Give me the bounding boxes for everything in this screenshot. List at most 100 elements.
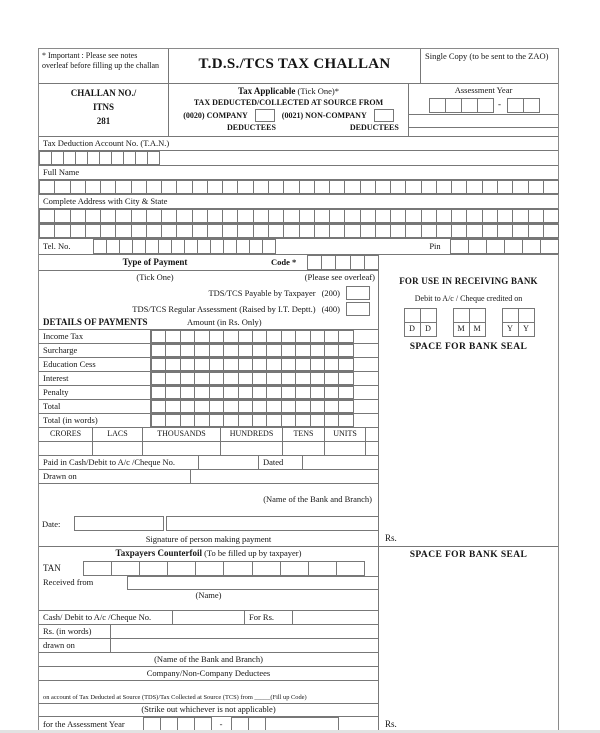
dated-input-cell[interactable] <box>303 456 378 469</box>
input-box[interactable] <box>252 224 269 238</box>
input-box[interactable] <box>206 209 224 223</box>
input-box[interactable] <box>280 386 297 399</box>
input-box[interactable] <box>349 255 365 270</box>
input-box[interactable] <box>329 180 346 194</box>
input-box[interactable] <box>252 180 269 194</box>
input-box[interactable] <box>39 224 56 238</box>
input-box[interactable] <box>208 400 225 413</box>
input-box[interactable] <box>280 400 297 413</box>
input-box[interactable] <box>324 386 340 399</box>
input-box[interactable] <box>69 209 86 223</box>
input-box[interactable] <box>280 372 297 385</box>
input-box[interactable] <box>179 358 196 371</box>
input-box[interactable] <box>496 209 514 223</box>
input-box[interactable] <box>283 180 300 194</box>
input-box[interactable] <box>374 180 392 194</box>
input-box[interactable] <box>249 239 263 254</box>
input-box[interactable] <box>194 386 210 399</box>
input-box[interactable] <box>435 224 453 238</box>
non-company-tick-box[interactable] <box>373 108 394 122</box>
input-box[interactable] <box>451 224 468 238</box>
input-box[interactable] <box>151 400 167 413</box>
for-rs-input-cell[interactable] <box>293 611 378 624</box>
input-box[interactable] <box>100 224 117 238</box>
input-box[interactable] <box>466 224 483 238</box>
input-box[interactable] <box>251 400 268 413</box>
input-box[interactable] <box>84 209 102 223</box>
input-box[interactable] <box>222 224 239 238</box>
input-box[interactable] <box>223 414 239 427</box>
input-box[interactable] <box>266 414 282 427</box>
input-box[interactable] <box>223 372 239 385</box>
input-box[interactable] <box>338 386 354 399</box>
input-box[interactable] <box>179 386 196 399</box>
input-box[interactable] <box>208 386 225 399</box>
input-box[interactable] <box>451 209 468 223</box>
input-box[interactable] <box>251 344 268 357</box>
day-input-cell[interactable] <box>403 308 421 323</box>
year-input-cell[interactable] <box>517 308 535 323</box>
input-box[interactable] <box>460 98 478 113</box>
input-box[interactable] <box>151 372 167 385</box>
counterfoil-ay-extra-cell[interactable] <box>265 717 339 730</box>
input-box[interactable] <box>313 180 331 194</box>
input-box[interactable] <box>39 180 56 194</box>
input-box[interactable] <box>197 239 211 254</box>
input-box[interactable] <box>151 386 167 399</box>
input-box[interactable] <box>374 209 392 223</box>
input-box[interactable] <box>237 224 254 238</box>
input-box[interactable] <box>111 561 141 576</box>
input-box[interactable] <box>307 255 323 270</box>
input-box[interactable] <box>363 255 380 270</box>
input-box[interactable] <box>335 561 365 576</box>
input-box[interactable] <box>161 180 178 194</box>
input-box[interactable] <box>266 372 282 385</box>
input-box[interactable] <box>237 180 254 194</box>
input-box[interactable] <box>223 561 253 576</box>
input-box[interactable] <box>527 224 544 238</box>
input-box[interactable] <box>481 180 498 194</box>
input-box[interactable] <box>266 386 282 399</box>
input-box[interactable] <box>496 180 514 194</box>
input-box[interactable] <box>512 209 529 223</box>
input-box[interactable] <box>69 180 86 194</box>
input-box[interactable] <box>359 209 376 223</box>
input-box[interactable] <box>542 180 560 194</box>
date-input-cell[interactable] <box>74 516 164 531</box>
input-box[interactable] <box>496 224 514 238</box>
input-box[interactable] <box>295 400 311 413</box>
input-box[interactable] <box>324 400 340 413</box>
input-box[interactable] <box>405 209 422 223</box>
input-box[interactable] <box>251 330 268 343</box>
input-box[interactable] <box>390 224 407 238</box>
input-box[interactable] <box>338 372 354 385</box>
input-box[interactable] <box>115 180 132 194</box>
input-box[interactable] <box>298 209 315 223</box>
input-box[interactable] <box>262 239 276 254</box>
input-box[interactable] <box>420 224 437 238</box>
input-box[interactable] <box>324 414 340 427</box>
input-box[interactable] <box>165 358 181 371</box>
input-box[interactable] <box>165 400 181 413</box>
input-box[interactable] <box>506 98 524 113</box>
input-box[interactable] <box>161 224 178 238</box>
crores-input-cell[interactable] <box>39 442 93 455</box>
input-box[interactable] <box>283 224 300 238</box>
input-box[interactable] <box>83 561 113 576</box>
input-box[interactable] <box>176 180 193 194</box>
input-box[interactable] <box>295 358 311 371</box>
input-box[interactable] <box>344 209 361 223</box>
input-box[interactable] <box>280 344 297 357</box>
input-box[interactable] <box>147 151 160 165</box>
input-box[interactable] <box>179 344 196 357</box>
year-input-cell[interactable] <box>501 308 519 323</box>
input-box[interactable] <box>267 180 285 194</box>
input-box[interactable] <box>151 330 167 343</box>
input-box[interactable] <box>106 239 120 254</box>
input-box[interactable] <box>338 358 354 371</box>
input-box[interactable] <box>194 358 210 371</box>
input-box[interactable] <box>428 98 446 113</box>
input-box[interactable] <box>450 239 469 254</box>
input-box[interactable] <box>130 180 147 194</box>
input-box[interactable] <box>151 344 167 357</box>
